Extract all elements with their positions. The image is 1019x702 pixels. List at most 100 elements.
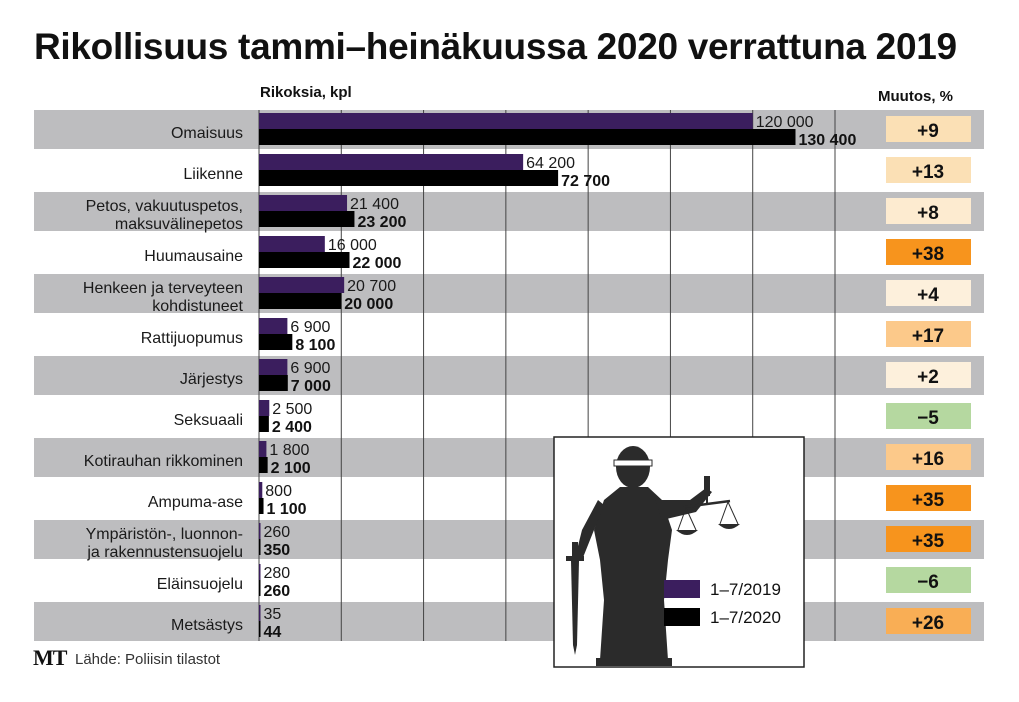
value-label-2020: 130 400 <box>799 132 857 149</box>
y-axis-label: Rikoksia, kpl <box>260 84 352 101</box>
change-badge <box>886 608 971 634</box>
value-label-2019: 21 400 <box>350 196 399 213</box>
bar-2020 <box>259 580 261 596</box>
value-label-2019: 280 <box>264 565 291 582</box>
bar-2019 <box>259 441 267 457</box>
value-label-2020: 72 700 <box>561 173 610 190</box>
category-label: Eläinsuojelu <box>157 576 243 593</box>
category-label: Metsästys <box>171 617 243 634</box>
change-value: +26 <box>912 613 944 634</box>
bar-2019 <box>259 277 345 293</box>
change-badge <box>886 444 971 470</box>
bar-2020 <box>259 170 559 186</box>
change-value: +17 <box>912 326 944 347</box>
category-label: Omaisuus <box>171 125 243 142</box>
justice-illustration: 1–7/2019 1–7/2020 <box>553 436 805 668</box>
category-label: Ympäristön-, luonnon- <box>86 526 243 543</box>
value-label-2019: 6 900 <box>290 319 330 336</box>
bar-2019 <box>259 564 261 580</box>
change-badge <box>886 321 971 347</box>
change-badge <box>886 116 971 142</box>
value-label-2019: 35 <box>264 606 282 623</box>
change-badge <box>886 526 971 552</box>
bar-2019 <box>259 605 261 621</box>
row-background <box>34 274 984 313</box>
row-background <box>34 602 984 641</box>
change-header: Muutos, % <box>878 88 953 105</box>
category-label: Seksuaali <box>174 412 243 429</box>
bar-2020 <box>259 129 796 145</box>
row-background <box>34 520 984 559</box>
legend-swatch-2020 <box>664 608 700 626</box>
bars <box>259 113 796 637</box>
change-value: +35 <box>912 531 945 552</box>
value-label-2020: 7 000 <box>291 378 331 395</box>
legend-label-2020: 1–7/2020 <box>710 608 781 627</box>
bar-2020 <box>259 498 264 514</box>
value-label-2019: 800 <box>265 483 292 500</box>
row-background <box>34 356 984 395</box>
value-label-2020: 2 400 <box>272 419 312 436</box>
change-badge <box>886 403 971 429</box>
bar-2020 <box>259 252 350 268</box>
bar-2019 <box>259 318 288 334</box>
value-label-2020: 23 200 <box>357 214 406 231</box>
change-value: +13 <box>912 162 944 183</box>
change-value: +2 <box>917 367 939 388</box>
value-label-2019: 16 000 <box>328 237 377 254</box>
change-badge <box>886 567 971 593</box>
value-label-2019: 6 900 <box>290 360 330 377</box>
legend-label-2019: 1–7/2019 <box>710 580 781 599</box>
category-label: Liikenne <box>183 166 243 183</box>
value-label-2019: 260 <box>264 524 291 541</box>
category-label: Henkeen ja terveyteen <box>83 280 243 297</box>
category-label: maksuvälinepetos <box>115 216 243 233</box>
bar-2019 <box>259 154 524 170</box>
value-label-2019: 64 200 <box>526 155 575 172</box>
value-label-2020: 44 <box>264 624 282 641</box>
value-label-2020: 1 100 <box>267 501 307 518</box>
bar-2020 <box>259 621 261 637</box>
change-badge <box>886 239 971 265</box>
category-label: Huumausaine <box>144 248 243 265</box>
value-label-2019: 20 700 <box>347 278 396 295</box>
lady-justice-icon <box>566 446 740 666</box>
change-value: +38 <box>912 244 944 265</box>
category-label: Kotirauhan rikkominen <box>84 453 243 470</box>
bar-2019 <box>259 236 325 252</box>
change-badges: +9 +13 +8 +38 +4 +17 +2 −5 +16 +35 +35 −6 +26 <box>886 116 971 634</box>
bar-2019 <box>259 400 270 416</box>
change-badge <box>886 485 971 511</box>
bar-2019 <box>259 523 261 539</box>
change-badge <box>886 157 971 183</box>
change-badge <box>886 362 971 388</box>
bar-2020 <box>259 293 342 309</box>
category-label: Ampuma-ase <box>148 494 243 511</box>
value-label-2020: 20 000 <box>344 296 393 313</box>
value-label-2019: 120 000 <box>756 114 814 131</box>
legend-box <box>553 436 805 668</box>
category-label: Järjestys <box>180 371 243 388</box>
change-value: −6 <box>917 572 939 593</box>
bar-2020 <box>259 539 261 555</box>
value-label-2020: 2 100 <box>271 460 311 477</box>
change-value: −5 <box>917 408 939 429</box>
chart-title: Rikollisuus tammi–heinäkuussa 2020 verra… <box>34 26 957 67</box>
value-label-2020: 350 <box>264 542 291 559</box>
bar-2020 <box>259 416 269 432</box>
row-background <box>34 192 984 231</box>
change-badge <box>886 280 971 306</box>
bar-2020 <box>259 375 288 391</box>
bar-2019 <box>259 195 348 211</box>
row-background <box>34 438 984 477</box>
bar-2019 <box>259 113 753 129</box>
change-value: +9 <box>917 121 939 142</box>
change-value: +8 <box>917 203 939 224</box>
bar-2019 <box>259 482 263 498</box>
category-label: Petos, vakuutuspetos, <box>86 198 243 215</box>
value-label-2020: 22 000 <box>353 255 402 272</box>
row-backgrounds <box>34 110 984 641</box>
bar-2020 <box>259 457 268 473</box>
